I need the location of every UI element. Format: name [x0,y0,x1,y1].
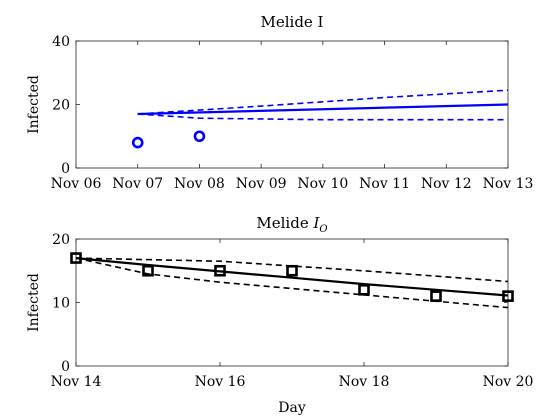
x-tick-label: Nov 10 [297,176,348,192]
chart-title-text: Melide I [260,13,323,31]
x-tick-label: Nov 18 [339,374,390,390]
chart-title: Melide I [260,13,323,31]
observed-point [131,136,144,149]
observed-point [70,252,82,264]
upper-bound-line [75,257,509,283]
x-tick-label: Nov 16 [195,374,246,390]
chart-title-subscript: O [319,224,327,235]
chart-1: 0 20 40 Nov 06 Nov 07 Nov 08 Nov 09 Nov 10 Nov 1… [26,13,533,192]
observed-point [430,290,442,302]
x-tick-label: Nov 06 [51,176,102,192]
x-tick-label: Nov 09 [236,176,287,192]
x-tick-label: Nov 08 [174,176,225,192]
x-tick-label: Nov 07 [112,176,163,192]
observed-point [193,130,206,143]
fit-line [75,257,509,297]
fit-line [137,103,509,116]
chart-title-text: Melide [256,214,313,232]
upper-bound-line [137,89,509,115]
x-tick-label: Nov 14 [51,374,102,390]
x-tick-label: Nov 12 [421,176,472,192]
x-tick-label: Nov 11 [359,176,410,192]
y-tick-label: 10 [52,296,70,312]
observed-point [358,283,370,296]
y-tick-label: 0 [61,359,70,375]
y-tick-label: 20 [52,232,70,248]
observed-point [286,264,298,277]
chart-2: 0 10 20 Nov 14 Nov 16 Nov 18 Nov 20 Melide IO In… [26,214,533,416]
lower-bound-line [137,113,508,121]
y-axis-label: Infected [26,273,42,332]
chart-title-symbol: I [312,214,320,232]
x-tick-label: Nov 20 [483,374,534,390]
y-tick-label: 0 [61,161,70,177]
y-axis-label: Infected [26,75,42,134]
x-axis-label: Day [278,400,306,416]
x-tick-label: Nov 13 [483,176,534,192]
observed-point [142,264,154,277]
observed-point [502,290,514,302]
observed-point [214,264,226,277]
chart-title: Melide IO [256,214,327,235]
y-tick-label: 40 [52,34,70,50]
y-tick-label: 20 [52,98,70,114]
